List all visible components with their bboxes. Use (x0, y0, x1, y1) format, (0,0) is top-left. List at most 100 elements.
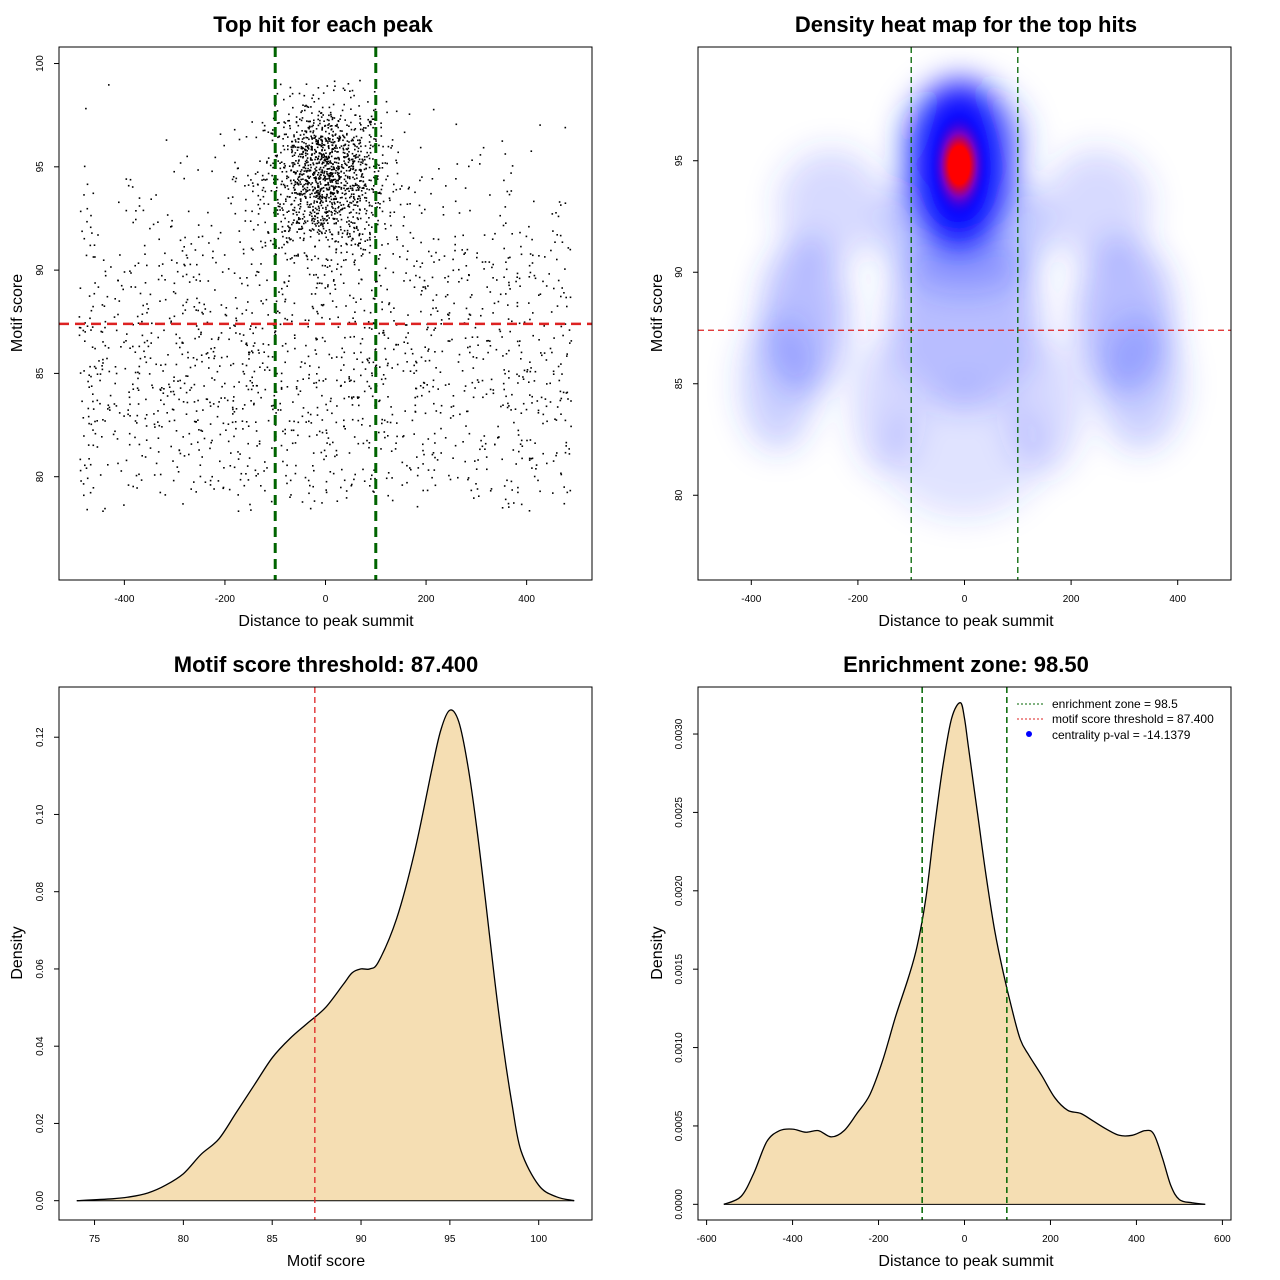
scatter-point (486, 468, 488, 471)
scatter-point (260, 485, 262, 487)
scatter-point (211, 377, 213, 379)
scatter-point (364, 208, 366, 210)
scatter-point (383, 334, 386, 336)
scatter-point (136, 387, 139, 389)
scatter-point (284, 165, 286, 167)
scatter-point (504, 153, 507, 155)
scatter-point (387, 396, 389, 398)
scatter-point (356, 201, 359, 203)
scatter-point (346, 148, 349, 151)
scatter-point (137, 389, 140, 391)
scatter-point (312, 174, 315, 176)
scatter-point (316, 414, 319, 416)
scatter-point (480, 314, 482, 317)
scatter-point (267, 344, 270, 346)
scatter-point (182, 275, 184, 278)
scatter-point (364, 163, 367, 166)
scatter-point (346, 200, 348, 203)
scatter-point (282, 138, 284, 140)
scatter-point (274, 331, 276, 334)
scatter-point (435, 410, 438, 412)
scatter-point (446, 294, 449, 296)
scatter-point (438, 259, 441, 261)
scatter-point (199, 280, 201, 282)
scatter-point (157, 437, 160, 439)
scatter-point (505, 268, 508, 271)
scatter-point (130, 272, 132, 274)
scatter-point (501, 458, 503, 461)
scatter-point (528, 457, 531, 460)
scatter-point (503, 485, 506, 487)
scatter-point (520, 412, 523, 414)
scatter-point (335, 157, 338, 160)
scatter-point (161, 426, 163, 428)
scatter-point (311, 137, 313, 139)
scatter-point (403, 216, 405, 218)
legend-label-enrichment-zone: enrichment zone = 98.5 (1052, 697, 1178, 711)
scatter-point (89, 226, 92, 229)
scatter-point (212, 403, 215, 405)
scatter-point (225, 314, 228, 317)
scatter-point (100, 330, 102, 333)
scatter-point (234, 180, 237, 183)
scatter-point (345, 169, 348, 172)
scatter-point (434, 442, 436, 444)
scatter-point (325, 187, 328, 190)
scatter-point (368, 224, 370, 226)
scatter-point (292, 171, 295, 173)
scatter-point (82, 329, 85, 332)
scatter-point (220, 397, 222, 399)
scatter-point (504, 498, 507, 501)
scatter-point (320, 219, 322, 221)
scatter-point (514, 408, 517, 410)
scatter-point (292, 146, 294, 149)
scatter-point (128, 432, 131, 435)
scatter-point (385, 178, 387, 181)
scatter-point (413, 265, 415, 267)
scatter-point (232, 362, 235, 365)
scatter-point (318, 192, 321, 194)
scatter-point (383, 431, 386, 433)
scatter-point (306, 120, 308, 122)
scatter-point (288, 420, 291, 422)
scatter-point (324, 137, 326, 140)
scatter-point (499, 214, 501, 217)
scatter-point (332, 135, 334, 137)
scatter-point (92, 256, 95, 258)
scatter-point (542, 452, 544, 455)
scatter-point (315, 196, 317, 198)
scatter-point (329, 200, 331, 203)
scatter-point (83, 194, 85, 196)
scatter-point (293, 134, 295, 136)
scatter-point (346, 232, 349, 234)
scatter-point (333, 189, 335, 191)
scatter-point (471, 159, 473, 161)
scatter-point (370, 136, 372, 138)
scatter-point (319, 122, 321, 125)
scatter-point (308, 229, 311, 231)
scatter-point (444, 437, 447, 439)
scatter-point (390, 224, 392, 227)
scatter-point (289, 258, 292, 260)
scatter-point (261, 121, 264, 124)
scatter-point (373, 171, 376, 173)
scatter-point (275, 412, 277, 414)
scatter-point (393, 307, 395, 309)
scatter-point (138, 372, 141, 375)
scatter-point (433, 329, 435, 331)
scatter-point (327, 222, 329, 224)
scatter-point (311, 218, 313, 220)
scatter-point (292, 239, 294, 242)
scatter-point (360, 161, 362, 163)
scatter-point (267, 314, 269, 316)
scatter-point (186, 257, 189, 259)
scatter-point (164, 298, 167, 301)
scatter-point (336, 179, 338, 182)
scatter-point (396, 363, 399, 366)
scatter-point (321, 419, 324, 421)
scatter-point (353, 368, 355, 371)
scatter-point (433, 469, 436, 471)
scatter-point (306, 157, 309, 159)
scatter-point (216, 370, 219, 373)
scatter-point (170, 445, 172, 448)
